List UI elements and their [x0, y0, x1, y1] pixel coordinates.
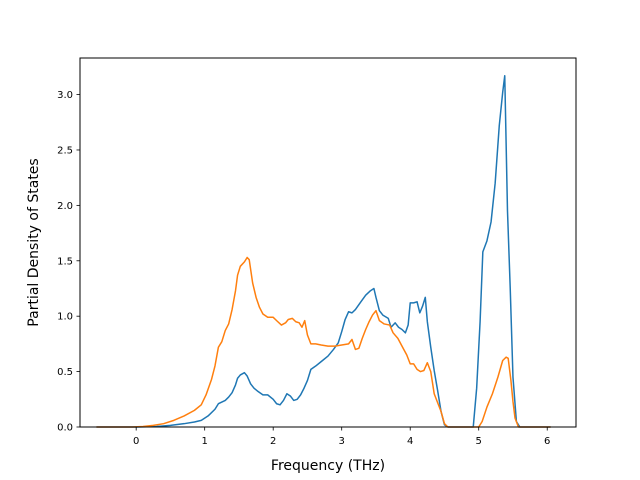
series-line-1 [96, 74, 551, 428]
series-line-2 [96, 256, 551, 428]
y-tick-label: 0.5 [57, 367, 73, 378]
plot-frame [79, 57, 577, 428]
y-tick-label: 1.0 [57, 312, 73, 323]
series-layer [96, 74, 551, 428]
plot-area [80, 58, 576, 427]
x-tick-label: 5 [476, 436, 482, 447]
y-axis-label: Partial Density of States [26, 158, 42, 326]
x-tick-label: 4 [407, 436, 413, 447]
x-tick-label: 1 [201, 436, 207, 447]
y-tick-label: 0.0 [57, 423, 73, 434]
x-tick-label: 0 [133, 436, 139, 447]
x-axis-ticks: 0 1 2 3 4 5 6 [133, 427, 550, 447]
y-tick-label: 3.0 [57, 90, 73, 101]
y-tick-label: 1.5 [57, 256, 73, 267]
x-tick-label: 2 [270, 436, 276, 447]
y-axis-ticks: 0.0 0.5 1.0 1.5 2.0 2.5 3.0 [57, 90, 80, 434]
y-tick-label: 2.0 [57, 201, 73, 212]
x-tick-label: 6 [544, 436, 550, 447]
y-tick-label: 2.5 [57, 145, 73, 156]
x-axis-label: Frequency (THz) [271, 458, 385, 474]
x-tick-label: 3 [339, 436, 345, 447]
